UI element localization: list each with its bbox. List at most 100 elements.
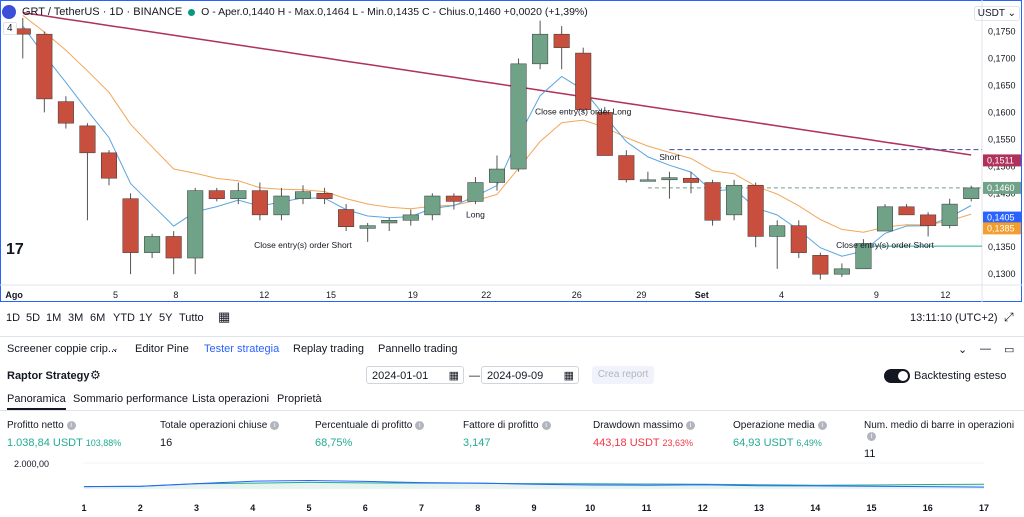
gear-icon[interactable]: ⚙ bbox=[90, 368, 101, 382]
timeframe-1m[interactable]: 1M bbox=[46, 312, 62, 324]
candle-body bbox=[704, 182, 721, 221]
metric-label: Percentuale di profitto bbox=[315, 420, 413, 431]
tab-performance-summary[interactable]: Sommario performance bbox=[73, 393, 188, 405]
trade-annotation: Close entry(s) order Short bbox=[836, 240, 934, 250]
info-icon[interactable]: i bbox=[66, 420, 76, 430]
equity-x-tick: 17 bbox=[979, 503, 989, 513]
candle-body bbox=[639, 179, 656, 182]
tradingview-logo[interactable]: 17 bbox=[6, 241, 24, 258]
calendar-icon: ▦ bbox=[563, 370, 574, 382]
equity-x-tick: 7 bbox=[419, 503, 424, 513]
timeframe-6m[interactable]: 6M bbox=[90, 312, 106, 324]
tab-screener[interactable]: Screener coppie crip... bbox=[7, 343, 118, 355]
x-tick-label: 19 bbox=[408, 290, 418, 300]
info-icon[interactable]: i bbox=[817, 420, 827, 430]
candle-body bbox=[381, 220, 398, 224]
calendar-icon[interactable]: ▦ bbox=[218, 309, 231, 324]
info-icon[interactable]: i bbox=[415, 420, 425, 430]
candle-body bbox=[963, 187, 980, 199]
date-to-input[interactable]: 2024-09-09 ▦ bbox=[481, 366, 579, 384]
candle-body bbox=[14, 28, 31, 35]
info-icon[interactable]: i bbox=[867, 431, 876, 441]
equity-x-tick: 16 bbox=[923, 503, 933, 513]
symbol-title[interactable]: GRT / TetherUS · 1D · BINANCE bbox=[22, 6, 183, 18]
timeframe-1y[interactable]: 1Y bbox=[139, 312, 153, 324]
candle-body bbox=[812, 255, 829, 275]
x-tick-label: 12 bbox=[940, 290, 950, 300]
x-tick-label: 9 bbox=[874, 290, 879, 300]
timeframe-5d[interactable]: 5D bbox=[26, 312, 41, 324]
equity-x-tick: 10 bbox=[585, 503, 595, 513]
expand-icon[interactable]: ⤢ bbox=[1004, 310, 1014, 324]
candle-body bbox=[920, 214, 937, 226]
metric-avg-bars: Num. medio di barre in operazionii 11 bbox=[864, 420, 1024, 460]
chevron-down-icon[interactable]: ⌄ bbox=[111, 343, 119, 353]
x-tick-label: Ago bbox=[5, 290, 23, 300]
metric-extra: 23,63% bbox=[662, 438, 694, 448]
info-icon[interactable]: i bbox=[541, 420, 551, 430]
currency-label: USDT bbox=[977, 8, 1005, 19]
candlestick-chart[interactable]: 0,17500,17000,16500,16000,15500,15000,14… bbox=[0, 0, 1022, 302]
metric-label: Drawdown massimo bbox=[593, 420, 684, 431]
timeframe-ytd[interactable]: YTD bbox=[113, 312, 135, 324]
candle-body bbox=[726, 184, 743, 216]
create-report-button[interactable]: Crea report bbox=[592, 366, 654, 384]
indicator-count-badge[interactable]: 4 bbox=[3, 22, 17, 35]
candle-body bbox=[100, 152, 118, 179]
timeframe-bar: 1D 5D 1M 3M 6M YTD 1Y 5Y Tutto ▦ 13:11:1… bbox=[0, 308, 1024, 330]
tab-overview[interactable]: Panoramica bbox=[7, 393, 66, 410]
tab-replay-trading[interactable]: Replay trading bbox=[293, 343, 364, 355]
currency-selector[interactable]: USDT ⌄ bbox=[973, 6, 1020, 21]
metric-value: 3,147 bbox=[463, 437, 491, 449]
minimize-icon[interactable]: — bbox=[980, 343, 991, 355]
tab-trades-list[interactable]: Lista operazioni bbox=[192, 393, 270, 405]
info-icon[interactable]: i bbox=[270, 420, 280, 430]
clock-display[interactable]: 13:11:10 (UTC+2) bbox=[910, 312, 998, 324]
timeframe-all[interactable]: Tutto bbox=[179, 312, 204, 324]
strategy-name[interactable]: Raptor Strategy bbox=[7, 370, 90, 382]
date-separator: — bbox=[469, 370, 480, 382]
info-icon[interactable]: i bbox=[686, 420, 696, 430]
extended-backtest-toggle[interactable] bbox=[884, 369, 910, 383]
metric-avg-trade: Operazione media i 64,93 USDT 6,49% bbox=[733, 420, 827, 449]
metric-label: Profitto netto bbox=[7, 420, 64, 431]
timeframe-3m[interactable]: 3M bbox=[68, 312, 84, 324]
x-tick-label: 15 bbox=[326, 290, 336, 300]
y-tick-label: 0,1300 bbox=[988, 269, 1016, 279]
tab-pine-editor[interactable]: Editor Pine bbox=[135, 343, 189, 355]
x-tick-label: 4 bbox=[779, 290, 784, 300]
trade-annotation: Short bbox=[659, 152, 680, 162]
candle-body bbox=[208, 190, 225, 199]
market-status-icon bbox=[188, 8, 196, 16]
timeframe-1d[interactable]: 1D bbox=[6, 312, 21, 324]
candle-body bbox=[165, 236, 182, 259]
equity-x-tick: 1 bbox=[81, 503, 86, 513]
strategy-sub-tabs: Panoramica Sommario performance Lista op… bbox=[0, 390, 1024, 411]
ma-mid-line bbox=[22, 14, 972, 233]
price-label: 0,1385 bbox=[987, 223, 1015, 233]
equity-x-tick: 5 bbox=[306, 503, 311, 513]
candle-body bbox=[682, 177, 700, 183]
equity-x-tick: 9 bbox=[531, 503, 536, 513]
symbol-logo-icon bbox=[2, 5, 16, 19]
metric-value: 443,18 USDT bbox=[593, 437, 660, 449]
y-tick-label: 0,1650 bbox=[988, 80, 1016, 90]
tab-properties[interactable]: Proprietà bbox=[277, 393, 322, 405]
equity-chart[interactable]: 2.000,001 2 3 4 5 6 7 8 9 10 11 12 13 14 15 16 17 bbox=[0, 455, 1024, 517]
timeframe-5y[interactable]: 5Y bbox=[159, 312, 173, 324]
candle-body bbox=[833, 268, 850, 275]
date-from-input[interactable]: 2024-01-01 ▦ bbox=[366, 366, 464, 384]
equity-x-tick: 14 bbox=[810, 503, 820, 513]
candle-body bbox=[790, 225, 807, 253]
tab-strategy-tester[interactable]: Tester strategia bbox=[204, 343, 280, 355]
restore-icon[interactable]: ▭ bbox=[1004, 344, 1015, 356]
price-chart-panel[interactable] bbox=[0, 0, 1022, 302]
toggle-knob bbox=[898, 371, 908, 381]
metric-extra: 6,49% bbox=[796, 438, 822, 448]
candle-body bbox=[316, 193, 333, 199]
tab-trading-panel[interactable]: Pannello trading bbox=[378, 343, 458, 355]
equity-area bbox=[84, 482, 984, 489]
price-label-bg bbox=[983, 222, 1021, 235]
maximize-icon[interactable]: ⌄ bbox=[958, 344, 968, 356]
candle-body bbox=[941, 203, 958, 226]
